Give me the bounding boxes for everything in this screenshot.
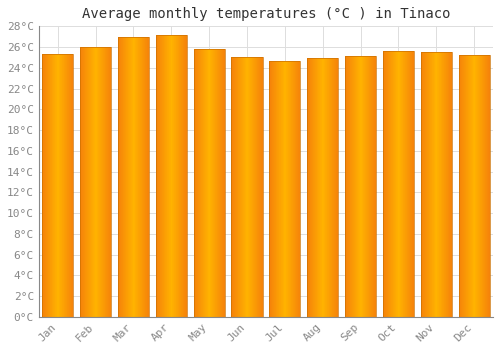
Bar xyxy=(383,51,414,317)
Bar xyxy=(307,58,338,317)
Bar xyxy=(345,56,376,317)
Bar xyxy=(80,47,111,317)
Bar xyxy=(156,35,187,317)
Bar xyxy=(42,54,74,317)
Bar xyxy=(421,52,452,317)
Bar xyxy=(270,61,300,317)
Title: Average monthly temperatures (°C ) in Tinaco: Average monthly temperatures (°C ) in Ti… xyxy=(82,7,450,21)
Bar xyxy=(194,49,224,317)
Bar xyxy=(232,57,262,317)
Bar xyxy=(118,37,149,317)
Bar xyxy=(458,55,490,317)
